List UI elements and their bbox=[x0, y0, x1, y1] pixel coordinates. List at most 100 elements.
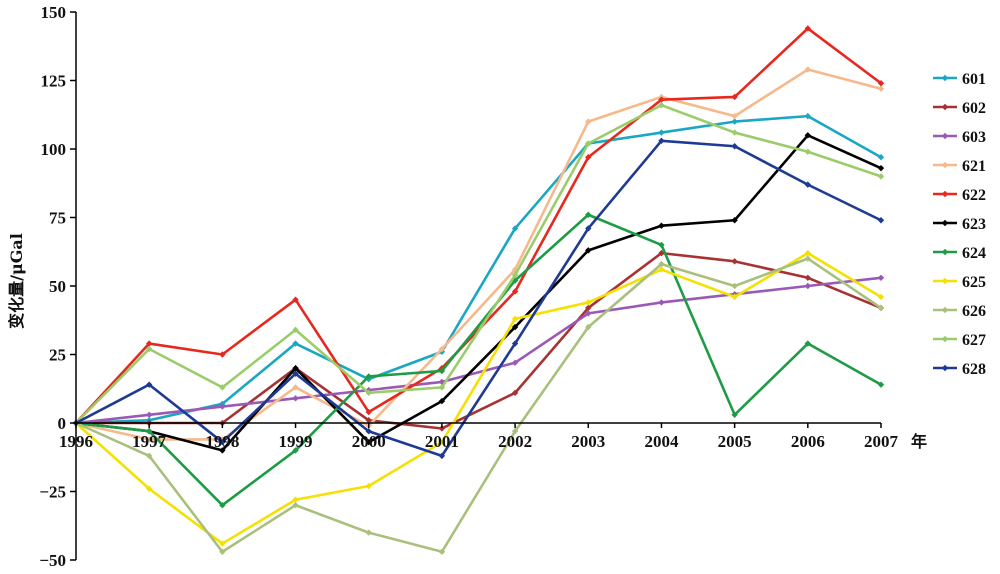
data-point bbox=[292, 447, 299, 454]
data-point bbox=[365, 373, 372, 380]
data-point bbox=[365, 408, 372, 416]
y-tick-label: 125 bbox=[41, 72, 67, 91]
data-point bbox=[731, 118, 738, 125]
series-layer bbox=[72, 25, 885, 555]
y-tick-label: 100 bbox=[41, 140, 67, 159]
data-point bbox=[511, 359, 519, 366]
data-point bbox=[804, 282, 812, 290]
x-tick-label: 2004 bbox=[644, 432, 679, 451]
data-point bbox=[731, 258, 738, 265]
data-point bbox=[658, 222, 665, 229]
data-point bbox=[585, 304, 592, 312]
data-point bbox=[292, 502, 299, 509]
legend: 601 602 603 621 622 623 624 625 626 627 628 bbox=[933, 71, 986, 378]
series-624 bbox=[72, 211, 885, 509]
data-point bbox=[219, 502, 226, 509]
data-point bbox=[585, 140, 592, 147]
y-tick-label: 50 bbox=[49, 277, 66, 296]
data-point bbox=[585, 154, 592, 161]
legend-marker bbox=[941, 132, 949, 140]
legend-label: 625 bbox=[962, 274, 986, 291]
legend-marker bbox=[941, 248, 949, 256]
data-point bbox=[292, 340, 299, 347]
series-623 bbox=[72, 132, 885, 454]
data-point bbox=[438, 438, 446, 446]
legend-marker bbox=[941, 306, 949, 314]
data-point bbox=[365, 389, 372, 397]
series-627 bbox=[72, 101, 885, 427]
data-point bbox=[438, 384, 446, 391]
x-tick-label: 2006 bbox=[791, 432, 825, 451]
data-point bbox=[511, 315, 519, 323]
data-point bbox=[585, 225, 592, 232]
data-point bbox=[877, 381, 885, 388]
data-point bbox=[438, 345, 446, 353]
data-point bbox=[511, 266, 519, 273]
data-point bbox=[292, 496, 299, 503]
y-tick-label: 75 bbox=[49, 209, 66, 228]
y-ticks: −50 −25 0 25 50 75 100 125 150 bbox=[39, 3, 76, 570]
data-point bbox=[585, 299, 592, 306]
data-point bbox=[292, 296, 299, 303]
data-point bbox=[877, 164, 885, 172]
data-point bbox=[658, 249, 665, 257]
data-point bbox=[219, 447, 226, 454]
legend-item-622: 622 bbox=[933, 187, 986, 204]
data-point bbox=[585, 310, 592, 317]
x-tick-label: 2005 bbox=[718, 432, 752, 451]
data-point bbox=[804, 255, 812, 262]
data-point bbox=[731, 129, 738, 136]
data-point bbox=[219, 540, 226, 547]
legend-label: 622 bbox=[962, 187, 986, 204]
data-point bbox=[658, 137, 665, 144]
data-point bbox=[731, 143, 738, 150]
legend-item-628: 628 bbox=[933, 361, 986, 378]
legend-item-603: 603 bbox=[933, 129, 986, 146]
data-point bbox=[365, 482, 372, 490]
data-point bbox=[804, 181, 812, 188]
data-point bbox=[658, 260, 665, 268]
data-point bbox=[585, 323, 592, 331]
data-point bbox=[511, 225, 519, 232]
data-point bbox=[365, 438, 372, 446]
series-line-627 bbox=[75, 103, 882, 424]
data-point bbox=[804, 274, 812, 281]
series-line-626 bbox=[75, 257, 882, 554]
data-point bbox=[877, 173, 885, 180]
x-tick-label: 1999 bbox=[279, 432, 313, 451]
data-point bbox=[145, 411, 153, 418]
data-point bbox=[365, 428, 372, 435]
data-point bbox=[219, 384, 226, 391]
data-point bbox=[145, 485, 153, 492]
data-point bbox=[658, 129, 665, 136]
data-point bbox=[292, 365, 299, 372]
data-point bbox=[585, 247, 592, 254]
data-point bbox=[511, 323, 519, 331]
x-tick-label: 2007 bbox=[864, 432, 899, 451]
y-tick-label: −50 bbox=[39, 551, 66, 570]
legend-label: 628 bbox=[962, 361, 986, 378]
data-point bbox=[511, 288, 519, 295]
y-tick-label: 0 bbox=[58, 414, 67, 433]
data-point bbox=[438, 548, 446, 555]
data-point bbox=[511, 340, 519, 347]
data-point bbox=[877, 80, 885, 87]
series-line-628 bbox=[75, 139, 882, 458]
data-point bbox=[292, 384, 299, 391]
legend-marker bbox=[941, 277, 949, 285]
data-point bbox=[658, 241, 665, 249]
y-axis-title: 变化量/μGal bbox=[7, 233, 26, 329]
data-point bbox=[511, 271, 519, 279]
series-line-601 bbox=[75, 114, 882, 425]
legend-marker bbox=[941, 335, 949, 343]
legend-marker bbox=[941, 219, 949, 227]
series-line-602 bbox=[76, 251, 882, 430]
y-tick-label: 25 bbox=[49, 346, 66, 365]
data-point bbox=[438, 452, 446, 460]
data-point bbox=[731, 411, 738, 418]
x-tick-label: 2002 bbox=[498, 432, 532, 451]
legend-label: 602 bbox=[962, 100, 986, 117]
series-line-624 bbox=[75, 213, 882, 507]
data-point bbox=[804, 249, 812, 257]
data-point bbox=[145, 436, 153, 443]
